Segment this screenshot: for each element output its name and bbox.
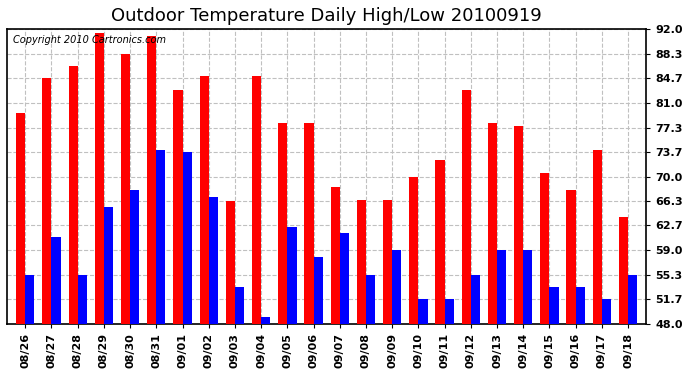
Bar [488,123,497,324]
Bar [252,76,261,324]
Title: Outdoor Temperature Daily High/Low 20100919: Outdoor Temperature Daily High/Low 20100… [111,7,542,25]
Bar [540,173,549,324]
Bar [549,287,559,324]
Bar [304,123,313,324]
Bar [16,113,26,324]
Text: Copyright 2010 Cartronics.com: Copyright 2010 Cartronics.com [13,35,166,45]
Bar [409,177,418,324]
Bar [339,233,349,324]
Bar [462,90,471,324]
Bar [566,190,575,324]
Bar [313,257,323,324]
Bar [42,78,52,324]
Bar [357,200,366,324]
Bar [497,250,506,324]
Bar [287,227,297,324]
Bar [593,150,602,324]
Bar [366,275,375,324]
Bar [157,150,166,324]
Bar [602,299,611,324]
Bar [226,201,235,324]
Bar [628,275,638,324]
Bar [52,237,61,324]
Bar [575,287,585,324]
Bar [444,299,454,324]
Bar [121,54,130,324]
Bar [261,317,270,324]
Bar [130,190,139,324]
Bar [104,207,113,324]
Bar [235,287,244,324]
Bar [147,36,157,324]
Bar [435,160,444,324]
Bar [523,250,533,324]
Bar [418,299,428,324]
Bar [278,123,287,324]
Bar [383,200,392,324]
Bar [514,126,523,324]
Bar [331,187,339,324]
Bar [183,152,192,324]
Bar [209,196,218,324]
Bar [26,275,34,324]
Bar [68,66,78,324]
Bar [471,275,480,324]
Bar [95,33,104,324]
Bar [619,217,628,324]
Bar [78,275,87,324]
Bar [199,76,209,324]
Bar [392,250,402,324]
Bar [173,90,183,324]
